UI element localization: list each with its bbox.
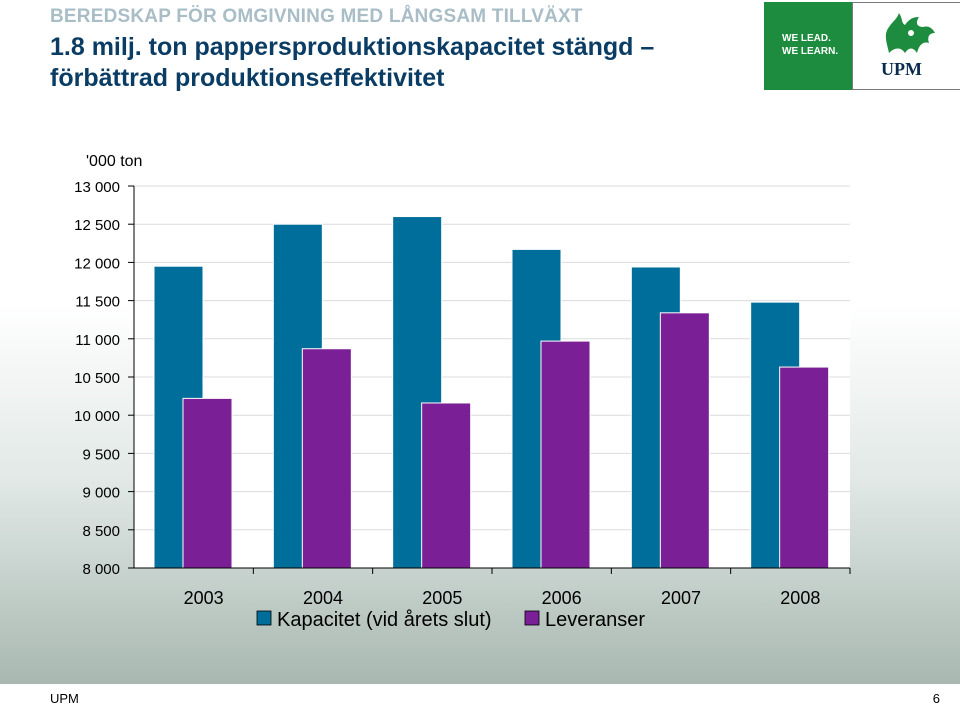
y-tick-label: 12 500 <box>74 217 120 234</box>
slide-title: 1.8 milj. ton pappersproduktionskapacite… <box>50 33 655 92</box>
gridlines <box>128 185 850 569</box>
y-tick-label: 10 000 <box>74 408 120 425</box>
y-tick-label: 11 500 <box>75 294 120 311</box>
legend-swatch <box>524 610 540 626</box>
y-tick-label: 13 000 <box>74 179 120 196</box>
y-tick-label: 8 000 <box>82 561 120 578</box>
legend-swatch <box>256 610 272 626</box>
deliveries-bar <box>301 348 352 569</box>
upm-wordmark-panel: UPM <box>852 2 960 90</box>
chart-area: '000 ton 8 000 8 500 9 000 9 500 10 000 10 50… <box>0 140 960 684</box>
axes <box>133 186 851 574</box>
x-tick-label: 2004 <box>303 588 343 608</box>
y-tick-label: 11 000 <box>75 332 120 349</box>
bars <box>153 216 830 569</box>
page-number: 6 <box>932 691 940 706</box>
y-tick-label: 10 500 <box>74 370 120 387</box>
deliveries-bar <box>421 402 472 569</box>
bar-chart: '000 ton 8 000 8 500 9 000 9 500 10 000 10 50… <box>74 153 851 631</box>
legend: Kapacitet (vid årets slut) Leveranser <box>256 609 645 631</box>
slogan-line-2: WE LEARN. <box>782 46 839 57</box>
upm-logo: WE LEAD. WE LEARN. UPM <box>764 2 960 90</box>
x-tick-label: 2006 <box>542 588 582 608</box>
griffin-icon <box>885 13 935 53</box>
legend-label: Kapacitet (vid årets slut) <box>277 609 492 631</box>
footer-company: UPM <box>50 691 79 706</box>
deliveries-bar <box>540 340 591 569</box>
slogan-line-1: WE LEAD. <box>782 33 831 44</box>
deliveries-bar <box>779 366 830 569</box>
slogan-panel: WE LEAD. WE LEARN. <box>764 2 854 90</box>
legend-label: Leveranser <box>545 609 645 631</box>
x-tick-label: 2008 <box>780 588 820 608</box>
x-tick-label: 2005 <box>422 588 462 608</box>
slide-header: BEREDSKAP FÖR OMGIVNING MED LÅNGSAM TILL… <box>0 0 960 140</box>
x-tick-label: 2003 <box>184 588 224 608</box>
upm-wordmark: UPM <box>881 59 922 79</box>
y-tick-labels: 8 000 8 500 9 000 9 500 10 000 10 500 11 000 11… <box>74 179 120 578</box>
deliveries-bar <box>659 312 710 569</box>
slide-supertitle: BEREDSKAP FÖR OMGIVNING MED LÅNGSAM TILL… <box>50 6 583 27</box>
y-axis-unit-label: '000 ton <box>86 153 142 170</box>
y-tick-label: 12 000 <box>74 255 120 272</box>
x-tick-label: 2007 <box>661 588 701 608</box>
y-tick-label: 9 000 <box>82 485 120 502</box>
deliveries-bar <box>182 397 233 569</box>
y-tick-label: 9 500 <box>82 446 120 463</box>
y-tick-label: 8 500 <box>82 523 120 540</box>
x-tick-labels: 2003 2004 2005 2006 2007 2008 <box>184 588 821 608</box>
